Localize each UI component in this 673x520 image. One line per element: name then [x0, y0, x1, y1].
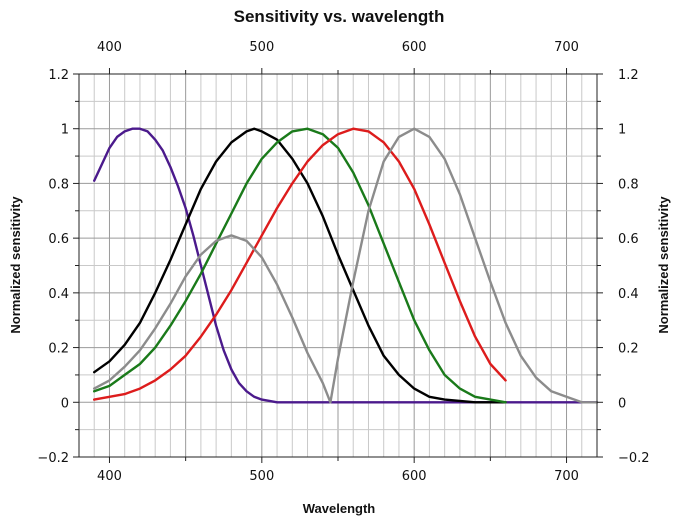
- y-tick-label-right: 0: [618, 396, 626, 411]
- y-tick-label-right: 0.4: [618, 287, 639, 302]
- y-axis-label-left: Normalized sensitivity: [8, 196, 23, 334]
- x-tick-label-top: 500: [249, 40, 274, 55]
- y-tick-label-left: 0: [61, 396, 69, 411]
- y-tick-label-right: 0.2: [618, 342, 639, 357]
- y-tick-label-right: 1.2: [618, 68, 639, 83]
- series-line-2: [93, 127, 507, 404]
- grid: [78, 73, 598, 458]
- y-tick-label-right: 0.6: [618, 232, 639, 247]
- y-tick-label-left: 0.4: [48, 287, 69, 302]
- x-tick-label-bottom: 400: [97, 469, 122, 484]
- x-tick-label-top: 600: [402, 40, 427, 55]
- y-tick-label-left: 0.6: [48, 232, 69, 247]
- y-tick-label-left: −0.2: [37, 451, 69, 466]
- y-tick-label-right: −0.2: [618, 451, 650, 466]
- y-tick-label-right: 1: [618, 123, 626, 138]
- y-axis-label-right: Normalized sensitivity: [656, 196, 671, 334]
- y-tick-label-left: 1.2: [48, 68, 69, 83]
- x-tick-label-top: 700: [554, 40, 579, 55]
- series-line-3: [93, 127, 507, 404]
- x-tick-label-bottom: 700: [554, 469, 579, 484]
- series-line-1: [93, 127, 599, 404]
- x-tick-label-top: 400: [97, 40, 122, 55]
- x-tick-label-bottom: 600: [402, 469, 427, 484]
- x-axis-label: Wavelength: [303, 501, 376, 516]
- y-tick-label-left: 1: [61, 123, 69, 138]
- y-tick-label-left: 0.2: [48, 342, 69, 357]
- series-line-5: [93, 127, 599, 404]
- series-line-4: [93, 127, 507, 401]
- y-tick-label-left: 0.8: [48, 177, 69, 192]
- x-tick-label-bottom: 500: [249, 469, 274, 484]
- series-group: [93, 127, 599, 404]
- y-tick-label-right: 0.8: [618, 177, 639, 192]
- ticks: [73, 68, 603, 463]
- tick-labels: 400 500 600 700 400 500 600 700 −0.2 −0.2 0 0 0.2 0.2…: [37, 40, 649, 484]
- chart-title: Sensitivity vs. wavelength: [234, 7, 445, 26]
